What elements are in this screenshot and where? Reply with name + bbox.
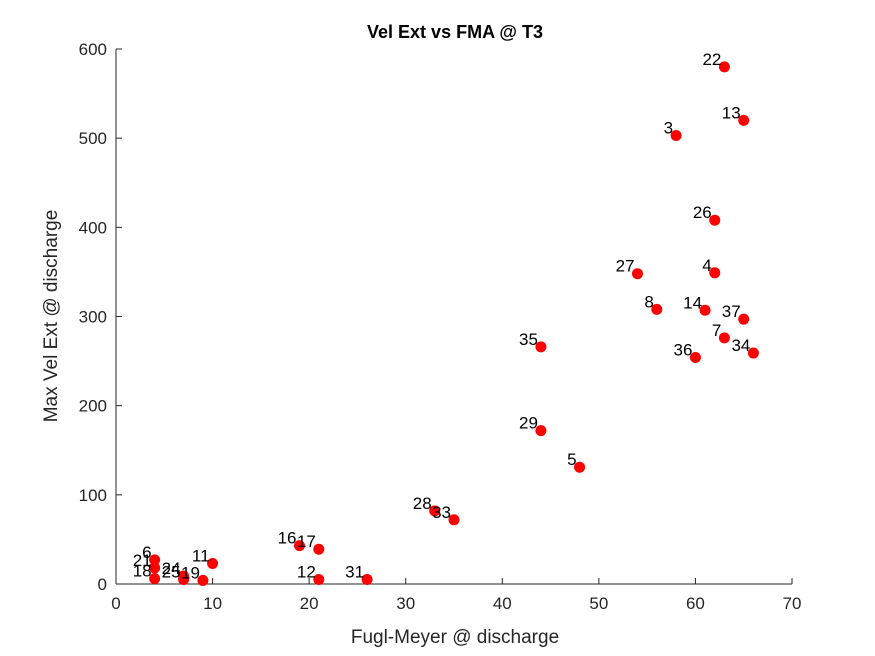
- point-label: 7: [712, 321, 721, 340]
- data-point: [738, 114, 750, 126]
- data-point: [670, 129, 682, 141]
- chart-title: Vel Ext vs FMA @ T3: [367, 22, 543, 42]
- data-point: [178, 574, 190, 586]
- data-point: [699, 304, 711, 316]
- y-axis-label: Max Vel Ext @ discharge: [41, 210, 62, 423]
- x-tick-label: 70: [783, 594, 802, 613]
- x-tick-label: 0: [111, 594, 120, 613]
- point-label: 16: [278, 529, 297, 548]
- x-axis-label: Fugl-Meyer @ discharge: [351, 627, 559, 648]
- point-label: 3: [664, 118, 673, 137]
- point-labels: 22 13 3 26 27 4 8 14 377 35 36 34 29 5 28 33 16 17 11 62118…: [133, 50, 751, 583]
- data-point: [448, 514, 460, 526]
- axes: [115, 48, 793, 585]
- data-point: [197, 574, 209, 586]
- data-point: [313, 574, 325, 586]
- data-point: [631, 268, 643, 280]
- point-label: 24: [162, 559, 181, 578]
- point-label: 19: [181, 563, 200, 582]
- point-label: 25: [162, 563, 181, 582]
- data-point: [747, 347, 759, 359]
- point-label: 5: [567, 450, 576, 469]
- y-tick-label: 600: [79, 40, 107, 59]
- y-tick-label: 0: [98, 575, 107, 594]
- data-point: [313, 543, 325, 555]
- data-point: [651, 303, 663, 315]
- point-label: 6: [142, 543, 151, 562]
- data-point: [709, 214, 721, 226]
- point-label: 31: [345, 563, 364, 582]
- point-label: 28: [413, 494, 432, 513]
- data-point: [574, 461, 586, 473]
- data-point: [718, 61, 730, 73]
- data-point: [738, 313, 750, 325]
- point-label: 33: [432, 503, 451, 522]
- y-tick-label: 400: [79, 218, 107, 237]
- y-tick-label: 200: [79, 397, 107, 416]
- data-point: [689, 352, 701, 364]
- data-point: [361, 574, 373, 586]
- x-tick-label: 20: [300, 594, 319, 613]
- point-label: 29: [519, 414, 538, 433]
- y-tick-label: 100: [79, 486, 107, 505]
- data-points: [149, 61, 759, 586]
- data-point: [535, 341, 547, 353]
- data-point: [149, 562, 161, 574]
- point-label: 12: [297, 563, 316, 582]
- y-tick-label: 500: [79, 129, 107, 148]
- data-point: [207, 557, 219, 569]
- x-tick-label: 60: [686, 594, 705, 613]
- data-point: [293, 540, 305, 552]
- x-tick-label: 10: [203, 594, 222, 613]
- data-point: [149, 573, 161, 585]
- point-label: 34: [731, 336, 750, 355]
- point-label: 4: [702, 256, 711, 275]
- point-label: 36: [674, 341, 693, 360]
- point-label: 13: [722, 103, 741, 122]
- point-label: 35: [519, 330, 538, 349]
- point-label: 14: [683, 293, 702, 312]
- data-point: [535, 425, 547, 437]
- point-label: 22: [702, 50, 721, 69]
- point-label: 27: [616, 257, 635, 276]
- point-label: 11: [192, 546, 210, 565]
- point-label: 18: [133, 562, 152, 581]
- point-label: 21: [133, 551, 152, 570]
- point-label: 26: [693, 203, 712, 222]
- data-point: [709, 267, 721, 279]
- point-label: 17: [297, 532, 316, 551]
- y-tick-label: 300: [79, 308, 107, 327]
- point-label: 37: [722, 302, 741, 321]
- point-label: 8: [644, 292, 653, 311]
- data-point: [149, 554, 161, 566]
- x-tick-label: 50: [589, 594, 608, 613]
- data-point: [429, 505, 441, 517]
- x-tick-label: 30: [396, 594, 415, 613]
- data-point: [718, 332, 730, 344]
- tick-labels: 0 10 20 30 40 50 60 70 0 100 200 300 400 500 600: [79, 40, 802, 613]
- x-tick-label: 40: [493, 594, 512, 613]
